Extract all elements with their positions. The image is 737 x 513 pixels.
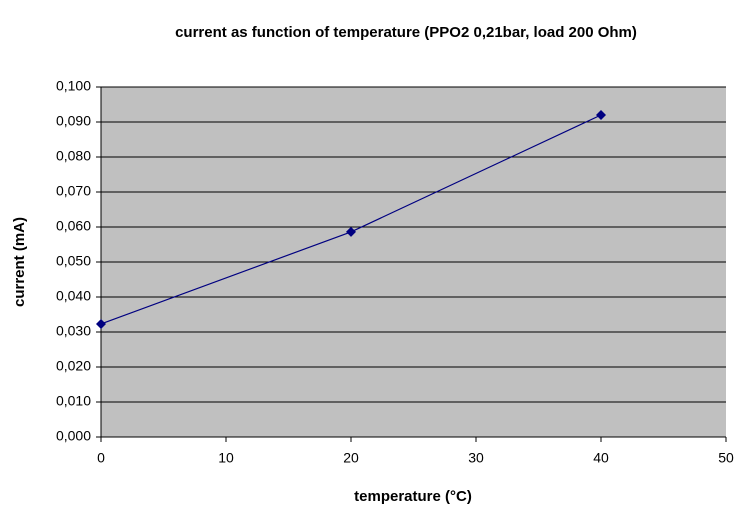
chart-title: current as function of temperature (PPO2… xyxy=(175,24,637,41)
y-tick-label: 0,100 xyxy=(56,78,91,94)
y-tick-label: 0,010 xyxy=(56,393,91,409)
y-tick-label: 0,090 xyxy=(56,113,91,129)
y-tick-label: 0,050 xyxy=(56,253,91,269)
x-tick-label: 50 xyxy=(718,450,734,466)
data-point xyxy=(346,226,356,237)
data-point xyxy=(596,110,606,120)
y-tick-label: 0,040 xyxy=(56,288,91,304)
x-tick-label: 0 xyxy=(97,450,105,466)
x-tick-label: 10 xyxy=(218,450,234,466)
y-tick-label: 0,030 xyxy=(56,323,91,339)
y-tick-label: 0,070 xyxy=(56,183,91,199)
y-tick-label: 0,060 xyxy=(56,218,91,234)
x-axis-label: temperature (°C) xyxy=(354,488,472,505)
x-tick-label: 20 xyxy=(343,450,359,466)
y-tick-label: 0,020 xyxy=(56,358,91,374)
y-tick-label: 0,000 xyxy=(56,428,91,444)
y-axis-label: current (mA) xyxy=(11,217,28,307)
x-tick-label: 40 xyxy=(593,450,609,466)
data-point xyxy=(96,318,106,329)
y-tick-label: 0,080 xyxy=(56,148,91,164)
x-tick-label: 30 xyxy=(468,450,484,466)
